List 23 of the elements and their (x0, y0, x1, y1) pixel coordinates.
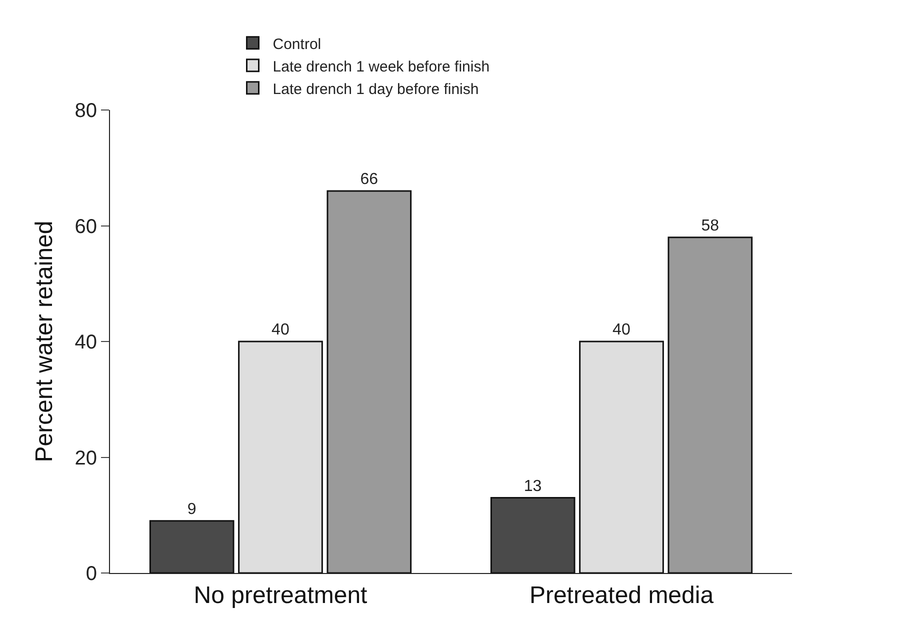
data-label: 13 (524, 478, 542, 495)
legend-label: Control (272, 36, 322, 53)
x-tick-label: No pretreatment (194, 582, 368, 609)
y-tick-label: 60 (74, 216, 97, 238)
legend-label: Late drench 1 day before finish (272, 80, 479, 98)
bar (238, 340, 323, 573)
y-tick-label: 20 (74, 447, 97, 470)
legend-label: Late drench 1 week before finish (272, 58, 490, 76)
data-label: 9 (187, 500, 196, 518)
bar (326, 190, 412, 573)
bar (490, 497, 576, 573)
bar (149, 520, 234, 573)
bar (668, 236, 753, 573)
bar (579, 340, 664, 573)
x-tick-label: Pretreated media (529, 582, 714, 609)
data-label: 40 (272, 322, 290, 338)
y-axis-title: Percent water retained (30, 220, 58, 462)
y-tick-label: 80 (74, 100, 97, 122)
y-tick-label: 0 (86, 563, 97, 585)
data-label: 40 (612, 322, 630, 338)
data-label: 66 (360, 171, 378, 188)
y-tick-label: 40 (74, 332, 97, 354)
data-label: 58 (701, 217, 720, 234)
